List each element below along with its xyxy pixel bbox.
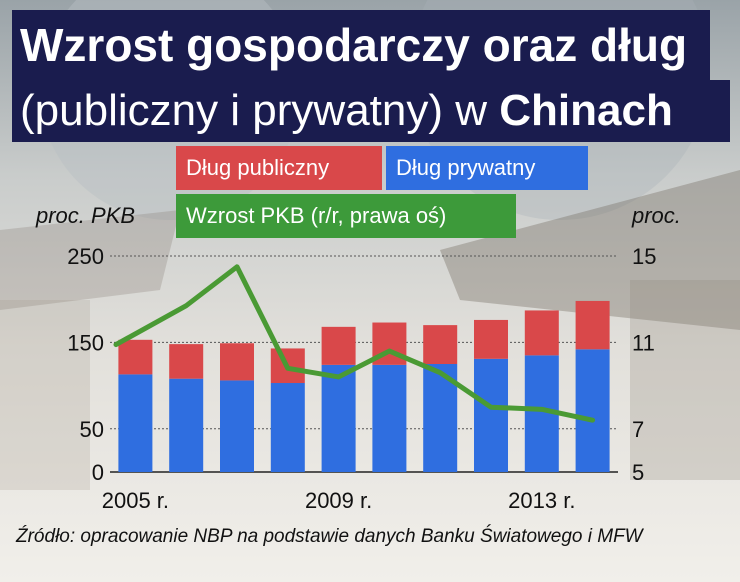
bar-public-debt [220,343,254,381]
bar-public-debt [524,310,559,356]
bar-private-debt [321,364,356,472]
legend-private-debt: Dług prywatny [386,146,588,190]
bar-private-debt [575,349,610,472]
left-tick-label: 150 [67,330,104,355]
source-note: Źródło: opracowanie NBP na podstawie dan… [16,526,643,547]
x-tick-label: 2005 r. [102,488,169,513]
right-tick-label: 7 [632,417,644,442]
right-tick-label: 15 [632,244,656,269]
bar-public-debt [118,339,153,375]
left-tick-label: 250 [67,244,104,269]
right-tick-label: 5 [632,460,644,485]
bar-private-debt [169,378,204,472]
legend-public-debt: Dług publiczny [176,146,382,190]
line-gdp-growth [113,264,596,423]
bar-private-debt [372,364,407,472]
left-tick-label: 50 [80,417,104,442]
chart-title-line-1: Wzrost gospodarczy oraz dług [12,10,710,80]
title-line-2-bold: Chinach [499,86,673,135]
x-tick-label: 2009 r. [305,488,372,513]
bar-public-debt [575,300,610,350]
title-line-2-text: (publiczny i prywatny) w [20,86,500,135]
bar-public-debt [169,344,204,379]
bar-private-debt [118,374,153,472]
title-line-1-text: Wzrost gospodarczy oraz dług [20,19,688,71]
bar-private-debt [270,383,305,472]
legend-gdp-growth: Wzrost PKB (r/r, prawa oś) [176,194,516,238]
left-axis-unit: proc. PKB [36,203,136,228]
x-tick-label: 2013 r. [508,488,575,513]
bar-private-debt [474,358,508,472]
right-axis-unit: proc. [632,203,681,228]
left-tick-label: 0 [92,460,104,485]
right-tick-label: 11 [632,330,655,355]
chart-title-line-2: (publiczny i prywatny) w Chinach [12,80,730,142]
bar-public-debt [423,325,458,364]
bar-public-debt [474,319,508,359]
bar-public-debt [321,326,356,365]
bar-private-debt [220,380,254,472]
